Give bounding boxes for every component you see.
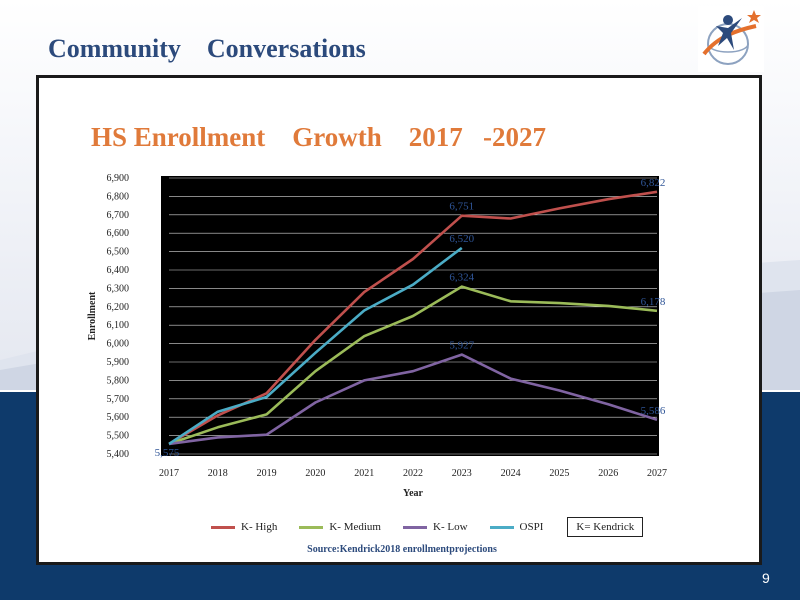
y-tick-label: 6,800: [107, 191, 130, 202]
x-axis-label: Year: [403, 488, 424, 499]
legend-item-k-low: K- Low: [403, 521, 468, 533]
data-label: 6,520: [449, 233, 474, 245]
page-number: 9: [762, 570, 770, 586]
logo: [698, 6, 764, 72]
x-tick-label: 2019: [257, 468, 277, 479]
x-tick-label: 2021: [354, 468, 374, 479]
y-tick-label: 6,900: [107, 173, 130, 184]
data-label: 6,178: [641, 296, 666, 308]
y-tick-label: 5,700: [107, 394, 130, 405]
legend-label-ospi: OSPI: [519, 521, 544, 533]
y-tick-label: 6,500: [107, 247, 130, 258]
legend-item-k-high: K- High: [211, 521, 277, 533]
legend-note-kendrick: K= Kendrick: [567, 517, 644, 537]
x-tick-label: 2024: [501, 468, 521, 479]
series-line-ospi: [168, 246, 463, 445]
y-tick-label: 6,400: [107, 265, 130, 276]
y-tick-label: 5,900: [107, 357, 130, 368]
data-label: 6,324: [449, 272, 474, 284]
series-line-k-medium: [168, 285, 658, 446]
legend-swatch-ospi: [489, 525, 514, 529]
x-tick-label: 2018: [208, 468, 228, 479]
data-label: 5,927: [449, 340, 474, 352]
legend-swatch-k-low: [403, 525, 427, 529]
y-tick-label: 5,500: [107, 431, 130, 442]
x-tick-label: 2027: [647, 468, 667, 479]
legend-label-k-medium: K- Medium: [329, 521, 381, 533]
legend-item-k-medium: K- Medium: [299, 521, 381, 533]
legend-swatch-k-high: [211, 525, 235, 529]
x-tick-label: 2026: [598, 468, 618, 479]
chart-source: Source:Kendrick2018 enrollmentprojection…: [307, 544, 497, 555]
data-label: 5,586: [641, 405, 666, 417]
y-tick-label: 6,300: [107, 283, 130, 294]
chart-title: HS Enrollment Growth 2017 -2027: [91, 122, 547, 152]
slide-title: Community Conversations: [48, 34, 366, 63]
y-tick-label: 6,700: [107, 210, 130, 221]
chart-frame: HS Enrollment Growth 2017 -2027 5,400 5,5…: [36, 75, 762, 565]
x-tick-label: 2020: [305, 468, 325, 479]
legend-item-ospi: OSPI: [489, 521, 544, 533]
y-tick-label: 6,100: [107, 320, 130, 331]
series-line-k-low: [168, 353, 658, 446]
y-tick-label: 5,800: [107, 375, 130, 386]
data-label: 6,751: [449, 201, 474, 213]
legend-label-k-low: K- Low: [433, 521, 468, 533]
legend-swatch-k-medium: [299, 525, 324, 529]
data-label: 6,822: [641, 177, 666, 189]
figure-with-star-logo-icon: [702, 10, 761, 65]
y-axis-label: Enrollment: [87, 291, 98, 340]
y-tick-label: 6,600: [107, 228, 130, 239]
x-tick-label: 2023: [452, 468, 472, 479]
data-label: 5,575: [155, 447, 180, 459]
x-tick-label: 2017: [159, 468, 179, 479]
y-tick-label: 6,200: [107, 302, 130, 313]
y-tick-label: 6,000: [107, 339, 130, 350]
y-tick-label: 5,600: [107, 412, 130, 423]
chart-legend: K- High K- Medium K- Low OSPI K= Kendric…: [211, 515, 644, 539]
x-tick-label: 2025: [549, 468, 569, 479]
line-chart: 5,400 5,500 5,600 5,700 5,800 5,900 6,000 6,100…: [87, 173, 667, 499]
legend-label-k-high: K- High: [241, 521, 278, 533]
x-tick-label: 2022: [403, 468, 423, 479]
y-tick-label: 5,400: [107, 449, 130, 460]
